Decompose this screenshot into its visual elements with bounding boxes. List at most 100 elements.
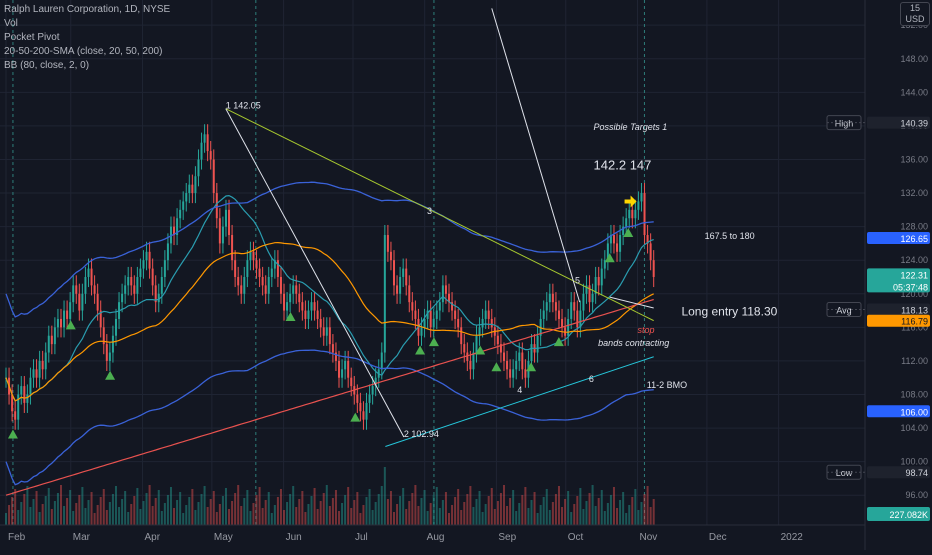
candle[interactable] (487, 310, 490, 319)
candle[interactable] (634, 209, 637, 219)
candle[interactable] (96, 293, 99, 311)
candle[interactable] (594, 276, 597, 294)
candle[interactable] (554, 302, 557, 311)
candle[interactable] (246, 260, 249, 277)
candle[interactable] (545, 302, 548, 311)
candle[interactable] (81, 293, 84, 311)
candle[interactable] (191, 184, 194, 194)
legend-vol[interactable]: Vol (4, 18, 18, 29)
candle[interactable] (179, 209, 182, 219)
candle[interactable] (182, 201, 185, 210)
candle[interactable] (616, 243, 619, 252)
candle[interactable] (99, 310, 102, 328)
candle[interactable] (173, 226, 176, 236)
candle[interactable] (224, 209, 227, 227)
currency-label[interactable]: 15 USD (900, 2, 930, 26)
candle[interactable] (295, 285, 298, 294)
candle[interactable] (582, 293, 585, 311)
candle[interactable] (536, 335, 539, 353)
candle[interactable] (573, 302, 576, 311)
candle[interactable] (139, 268, 142, 277)
candle[interactable] (87, 268, 90, 277)
candle[interactable] (509, 369, 512, 378)
candle[interactable] (105, 344, 108, 361)
candle[interactable] (197, 159, 200, 177)
candle[interactable] (304, 310, 307, 319)
candle[interactable] (228, 209, 231, 236)
candle[interactable] (386, 235, 389, 252)
candle[interactable] (69, 302, 72, 319)
candle[interactable] (273, 260, 276, 269)
candle[interactable] (429, 310, 432, 328)
candle[interactable] (279, 276, 282, 294)
candle[interactable] (124, 285, 127, 294)
candle[interactable] (276, 260, 279, 277)
candle[interactable] (75, 285, 78, 294)
candle[interactable] (258, 268, 261, 277)
candle[interactable] (515, 360, 518, 370)
candle[interactable] (362, 411, 365, 420)
candle[interactable] (298, 293, 301, 303)
candle[interactable] (585, 285, 588, 294)
candle[interactable] (402, 268, 405, 277)
candle[interactable] (338, 360, 341, 378)
candle[interactable] (451, 302, 454, 311)
candle[interactable] (631, 209, 634, 219)
candle[interactable] (29, 377, 32, 395)
candle[interactable] (53, 327, 56, 345)
candle[interactable] (478, 327, 481, 336)
candle[interactable] (344, 360, 347, 370)
candle[interactable] (307, 310, 310, 319)
candle[interactable] (432, 318, 435, 328)
candle[interactable] (148, 251, 151, 269)
candle[interactable] (283, 293, 286, 311)
candle[interactable] (454, 310, 457, 319)
white-drop-trendline[interactable] (225, 108, 405, 438)
white-line-2-trendline[interactable] (491, 8, 581, 303)
candle[interactable] (499, 344, 502, 353)
candle[interactable] (218, 218, 221, 244)
candle[interactable] (518, 352, 521, 361)
candle[interactable] (561, 318, 564, 328)
candle[interactable] (84, 276, 87, 294)
candle[interactable] (20, 386, 23, 395)
candle[interactable] (66, 310, 69, 319)
candle[interactable] (127, 276, 130, 286)
candle[interactable] (579, 310, 582, 328)
candle[interactable] (359, 402, 362, 412)
candle[interactable] (365, 402, 368, 420)
candle[interactable] (548, 293, 551, 303)
candle[interactable] (215, 193, 218, 219)
candle[interactable] (93, 285, 96, 294)
candle[interactable] (212, 159, 215, 194)
candle[interactable] (319, 318, 322, 328)
candle[interactable] (50, 335, 53, 345)
candle[interactable] (502, 352, 505, 361)
candle[interactable] (481, 318, 484, 328)
candle[interactable] (26, 394, 29, 403)
candle[interactable] (374, 377, 377, 387)
legend-pocket-pivot[interactable]: Pocket Pivot (4, 32, 60, 43)
candle[interactable] (567, 318, 570, 336)
candle[interactable] (325, 327, 328, 336)
candle[interactable] (463, 344, 466, 353)
candle[interactable] (328, 327, 331, 345)
candle[interactable] (301, 302, 304, 311)
candle[interactable] (111, 335, 114, 353)
candle[interactable] (441, 285, 444, 303)
candle[interactable] (460, 327, 463, 345)
candle[interactable] (255, 260, 258, 269)
candle[interactable] (612, 235, 615, 244)
candle[interactable] (557, 310, 560, 319)
candle[interactable] (496, 335, 499, 345)
candle[interactable] (341, 369, 344, 378)
candle[interactable] (334, 352, 337, 361)
downtrend-resistance-trendline[interactable] (225, 108, 654, 322)
candle[interactable] (380, 352, 383, 370)
candle[interactable] (530, 344, 533, 361)
candle[interactable] (475, 335, 478, 353)
candle[interactable] (243, 276, 246, 294)
candle[interactable] (484, 310, 487, 319)
candle[interactable] (185, 193, 188, 202)
